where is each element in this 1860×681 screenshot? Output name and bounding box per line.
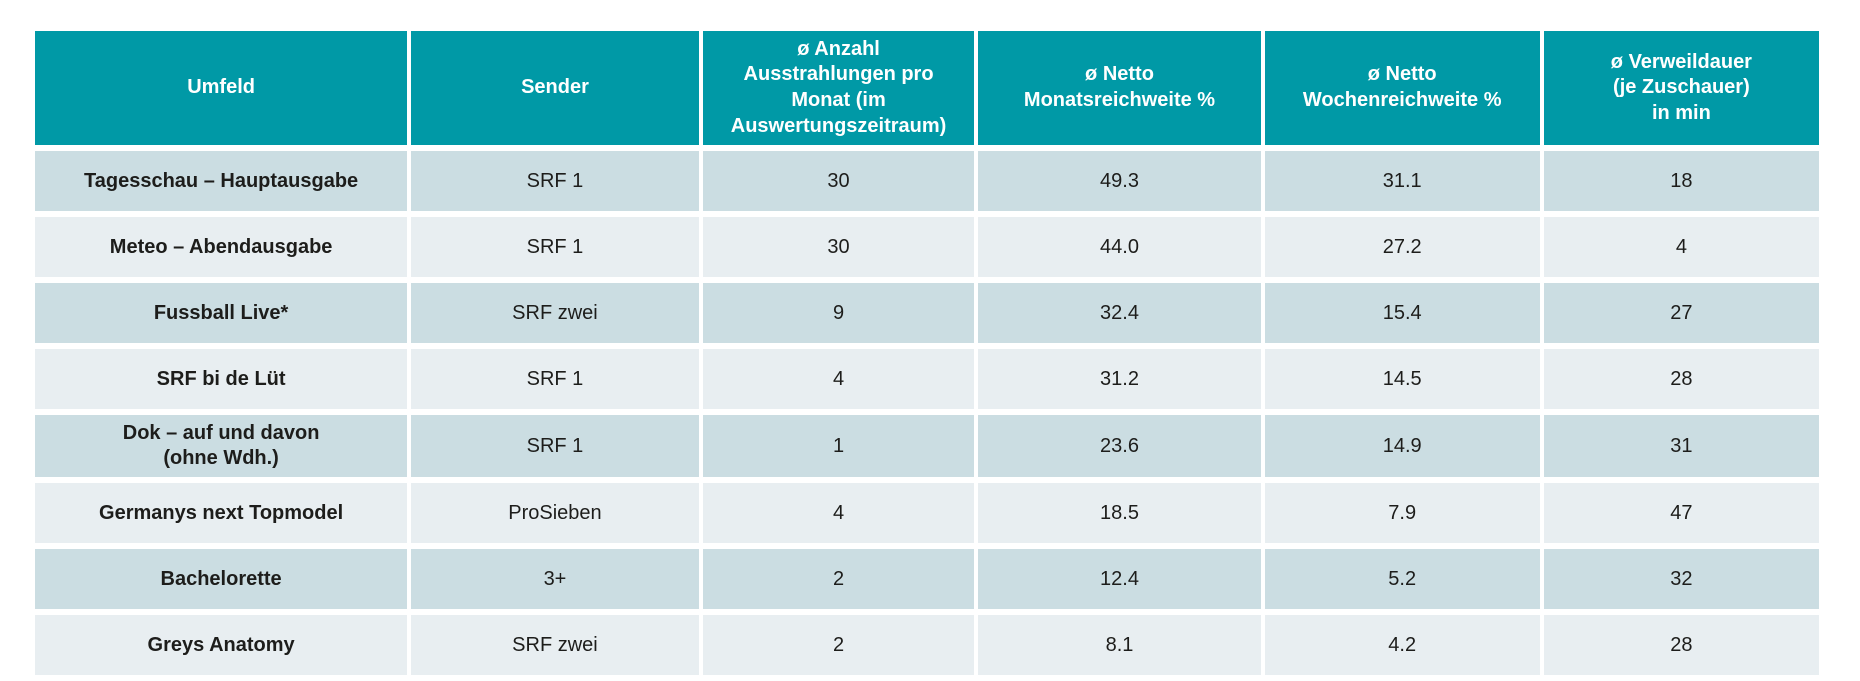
cell-ausstrahlungen: 1 — [702, 415, 975, 477]
cell-sender: SRF 1 — [411, 349, 699, 409]
cell-verweildauer: 31 — [1543, 415, 1819, 477]
cell-ausstrahlungen: 4 — [702, 349, 975, 409]
cell-monatsreichweite: 18.5 — [978, 483, 1261, 543]
cell-umfeld: Tagesschau – Hauptausgabe — [35, 151, 408, 211]
cell-verweildauer: 28 — [1543, 615, 1819, 675]
cell-monatsreichweite: 23.6 — [978, 415, 1261, 477]
cell-monatsreichweite: 31.2 — [978, 349, 1261, 409]
table-header: Umfeld Sender ø Anzahl Ausstrahlungen pr… — [35, 31, 1819, 145]
cell-sender: 3+ — [411, 549, 699, 609]
cell-wochenreichweite: 7.9 — [1264, 483, 1540, 543]
column-header-umfeld: Umfeld — [35, 31, 408, 145]
cell-umfeld: Bachelorette — [35, 549, 408, 609]
table-body: Tagesschau – Hauptausgabe SRF 1 30 49.3 … — [35, 151, 1819, 675]
column-header-sender: Sender — [411, 31, 699, 145]
cell-wochenreichweite: 15.4 — [1264, 283, 1540, 343]
cell-monatsreichweite: 44.0 — [978, 217, 1261, 277]
cell-ausstrahlungen: 30 — [702, 151, 975, 211]
cell-umfeld: Germanys next Topmodel — [35, 483, 408, 543]
table-row: Meteo – Abendausgabe SRF 1 30 44.0 27.2 … — [35, 217, 1819, 277]
cell-sender: SRF 1 — [411, 151, 699, 211]
cell-umfeld: Dok – auf und davon (ohne Wdh.) — [35, 415, 408, 477]
reach-table-container: Umfeld Sender ø Anzahl Ausstrahlungen pr… — [31, 25, 1823, 681]
cell-verweildauer: 18 — [1543, 151, 1819, 211]
cell-ausstrahlungen: 4 — [702, 483, 975, 543]
cell-verweildauer: 28 — [1543, 349, 1819, 409]
cell-verweildauer: 27 — [1543, 283, 1819, 343]
cell-sender: ProSieben — [411, 483, 699, 543]
cell-verweildauer: 47 — [1543, 483, 1819, 543]
cell-umfeld: Fussball Live* — [35, 283, 408, 343]
cell-wochenreichweite: 4.2 — [1264, 615, 1540, 675]
cell-umfeld: Greys Anatomy — [35, 615, 408, 675]
table-row: Tagesschau – Hauptausgabe SRF 1 30 49.3 … — [35, 151, 1819, 211]
cell-verweildauer: 32 — [1543, 549, 1819, 609]
cell-sender: SRF 1 — [411, 415, 699, 477]
cell-wochenreichweite: 31.1 — [1264, 151, 1540, 211]
cell-monatsreichweite: 49.3 — [978, 151, 1261, 211]
cell-ausstrahlungen: 30 — [702, 217, 975, 277]
table-row: Germanys next Topmodel ProSieben 4 18.5 … — [35, 483, 1819, 543]
cell-sender: SRF zwei — [411, 615, 699, 675]
cell-monatsreichweite: 8.1 — [978, 615, 1261, 675]
column-header-monatsreichweite: ø Netto Monatsreichweite % — [978, 31, 1261, 145]
reach-table: Umfeld Sender ø Anzahl Ausstrahlungen pr… — [31, 25, 1823, 681]
column-header-ausstrahlungen: ø Anzahl Ausstrahlungen pro Monat (im Au… — [702, 31, 975, 145]
cell-monatsreichweite: 32.4 — [978, 283, 1261, 343]
cell-wochenreichweite: 14.5 — [1264, 349, 1540, 409]
table-row: SRF bi de Lüt SRF 1 4 31.2 14.5 28 — [35, 349, 1819, 409]
cell-ausstrahlungen: 2 — [702, 615, 975, 675]
cell-verweildauer: 4 — [1543, 217, 1819, 277]
cell-monatsreichweite: 12.4 — [978, 549, 1261, 609]
cell-ausstrahlungen: 9 — [702, 283, 975, 343]
table-row: Dok – auf und davon (ohne Wdh.) SRF 1 1 … — [35, 415, 1819, 477]
cell-umfeld: Meteo – Abendausgabe — [35, 217, 408, 277]
cell-wochenreichweite: 5.2 — [1264, 549, 1540, 609]
cell-umfeld: SRF bi de Lüt — [35, 349, 408, 409]
column-header-wochenreichweite: ø Netto Wochenreichweite % — [1264, 31, 1540, 145]
cell-wochenreichweite: 27.2 — [1264, 217, 1540, 277]
table-row: Bachelorette 3+ 2 12.4 5.2 32 — [35, 549, 1819, 609]
cell-wochenreichweite: 14.9 — [1264, 415, 1540, 477]
table-row: Fussball Live* SRF zwei 9 32.4 15.4 27 — [35, 283, 1819, 343]
cell-sender: SRF 1 — [411, 217, 699, 277]
cell-ausstrahlungen: 2 — [702, 549, 975, 609]
header-row: Umfeld Sender ø Anzahl Ausstrahlungen pr… — [35, 31, 1819, 145]
table-row: Greys Anatomy SRF zwei 2 8.1 4.2 28 — [35, 615, 1819, 675]
cell-sender: SRF zwei — [411, 283, 699, 343]
column-header-verweildauer: ø Verweildauer (je Zuschauer) in min — [1543, 31, 1819, 145]
